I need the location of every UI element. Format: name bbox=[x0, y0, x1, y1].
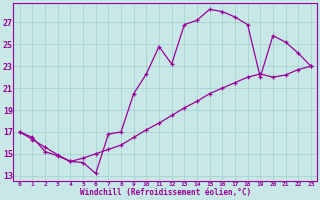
X-axis label: Windchill (Refroidissement éolien,°C): Windchill (Refroidissement éolien,°C) bbox=[80, 188, 251, 197]
